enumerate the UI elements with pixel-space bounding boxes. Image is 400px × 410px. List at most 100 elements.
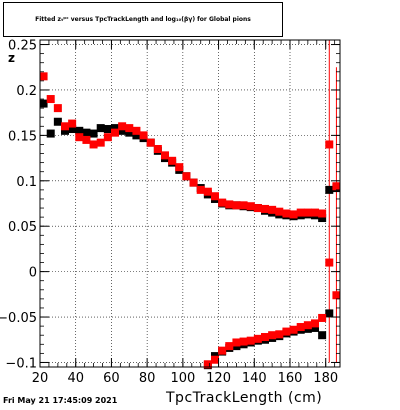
red-marker <box>225 342 234 351</box>
y-tick-label: 0.2 <box>16 84 37 99</box>
error-bars <box>328 40 337 363</box>
red-marker <box>282 327 291 336</box>
red-marker <box>239 201 248 210</box>
red-marker <box>218 198 227 207</box>
black-marker <box>39 99 48 108</box>
black-marker <box>311 323 319 332</box>
red-marker <box>103 133 112 142</box>
y-axis-ticks: −0.1 −0.05 0 0.05 0.1 0.15 0.2 0.25 <box>0 39 340 371</box>
black-marker <box>111 124 119 133</box>
red-marker <box>296 208 305 217</box>
red-marker <box>111 128 119 137</box>
red-marker <box>268 331 277 340</box>
red-marker <box>325 258 334 267</box>
y-axis-title: z <box>8 51 15 65</box>
red-marker <box>96 138 105 147</box>
red-marker <box>275 207 284 216</box>
red-marker <box>196 185 205 194</box>
black-marker <box>53 117 62 126</box>
red-marker <box>53 104 62 113</box>
x-tick-label: 20 <box>32 371 49 386</box>
black-marker <box>318 214 327 223</box>
y-tick-label: −0.1 <box>5 356 37 371</box>
red-marker <box>82 135 91 144</box>
y-tick-label: −0.05 <box>0 311 37 326</box>
red-marker <box>332 182 341 191</box>
red-marker <box>189 178 198 187</box>
x-tick-label: 140 <box>242 371 267 386</box>
chart-title: Fitted zₜᵖᶜ versus TpcTrackLength and lo… <box>35 16 251 23</box>
black-marker <box>125 128 134 137</box>
red-marker <box>318 209 327 218</box>
red-marker <box>268 205 277 214</box>
red-marker <box>232 338 241 347</box>
plot-frame <box>40 40 340 367</box>
y-tick-label: 0.15 <box>8 129 37 144</box>
x-tick-label: 100 <box>170 371 195 386</box>
red-marker <box>125 124 134 133</box>
red-marker <box>203 360 212 369</box>
red-marker <box>282 209 291 218</box>
black-marker <box>103 125 112 134</box>
black-marker <box>89 129 98 138</box>
red-marker <box>261 204 269 213</box>
timestamp: Fri May 21 17:45:09 2021 <box>3 396 118 405</box>
x-tick-label: 40 <box>67 371 84 386</box>
black-marker <box>61 126 69 135</box>
red-marker <box>139 131 148 140</box>
red-marker <box>289 325 298 334</box>
x-axis-ticks: 20 40 60 80 100 120 140 160 180 <box>32 40 338 386</box>
red-marker <box>146 138 155 147</box>
red-marker <box>61 122 69 131</box>
red-marker <box>232 201 241 210</box>
black-marker <box>46 129 55 138</box>
black-marker <box>82 128 91 137</box>
y-tick-label: 0.1 <box>16 175 37 190</box>
red-marker <box>311 319 319 328</box>
red-marker <box>89 140 98 149</box>
red-marker <box>161 151 169 160</box>
red-marker <box>239 337 248 346</box>
red-marker <box>275 330 284 339</box>
red-marker <box>303 208 312 217</box>
red-marker <box>303 321 312 330</box>
plot-border <box>39 39 341 368</box>
red-marker <box>118 122 127 131</box>
red-marker <box>132 126 141 135</box>
red-marker <box>261 333 269 342</box>
red-marker <box>68 119 77 128</box>
x-tick-label: 60 <box>103 371 120 386</box>
x-tick-label: 180 <box>313 371 338 386</box>
grid-lines <box>39 40 340 367</box>
y-tick-label: 0 <box>29 266 37 281</box>
black-marker <box>68 125 77 134</box>
x-axis-title: TpcTrackLength (cm) <box>166 390 323 406</box>
red-marker <box>325 140 334 149</box>
black-marker <box>118 126 127 135</box>
red-marker <box>246 202 255 211</box>
red-marker <box>203 187 212 196</box>
red-marker <box>153 145 162 153</box>
black-marker <box>75 126 84 135</box>
red-marker <box>253 334 262 343</box>
red-marker <box>182 172 191 181</box>
y-tick-label: 0.25 <box>8 39 37 54</box>
red-marker <box>175 163 184 172</box>
red-marker <box>332 291 341 300</box>
black-marker <box>325 309 334 318</box>
red-marker <box>218 346 227 355</box>
x-tick-label: 120 <box>206 371 231 386</box>
red-marker <box>46 95 55 104</box>
black-marker <box>318 331 327 340</box>
black-marker <box>96 124 105 133</box>
y-tick-label: 0.05 <box>8 220 37 235</box>
red-marker <box>211 355 219 364</box>
red-marker <box>39 72 48 81</box>
red-marker <box>296 323 305 332</box>
red-marker <box>168 156 177 165</box>
black-marker <box>132 131 141 140</box>
red-marker <box>75 133 84 142</box>
red-marker <box>253 204 262 213</box>
data-markers <box>39 72 341 370</box>
